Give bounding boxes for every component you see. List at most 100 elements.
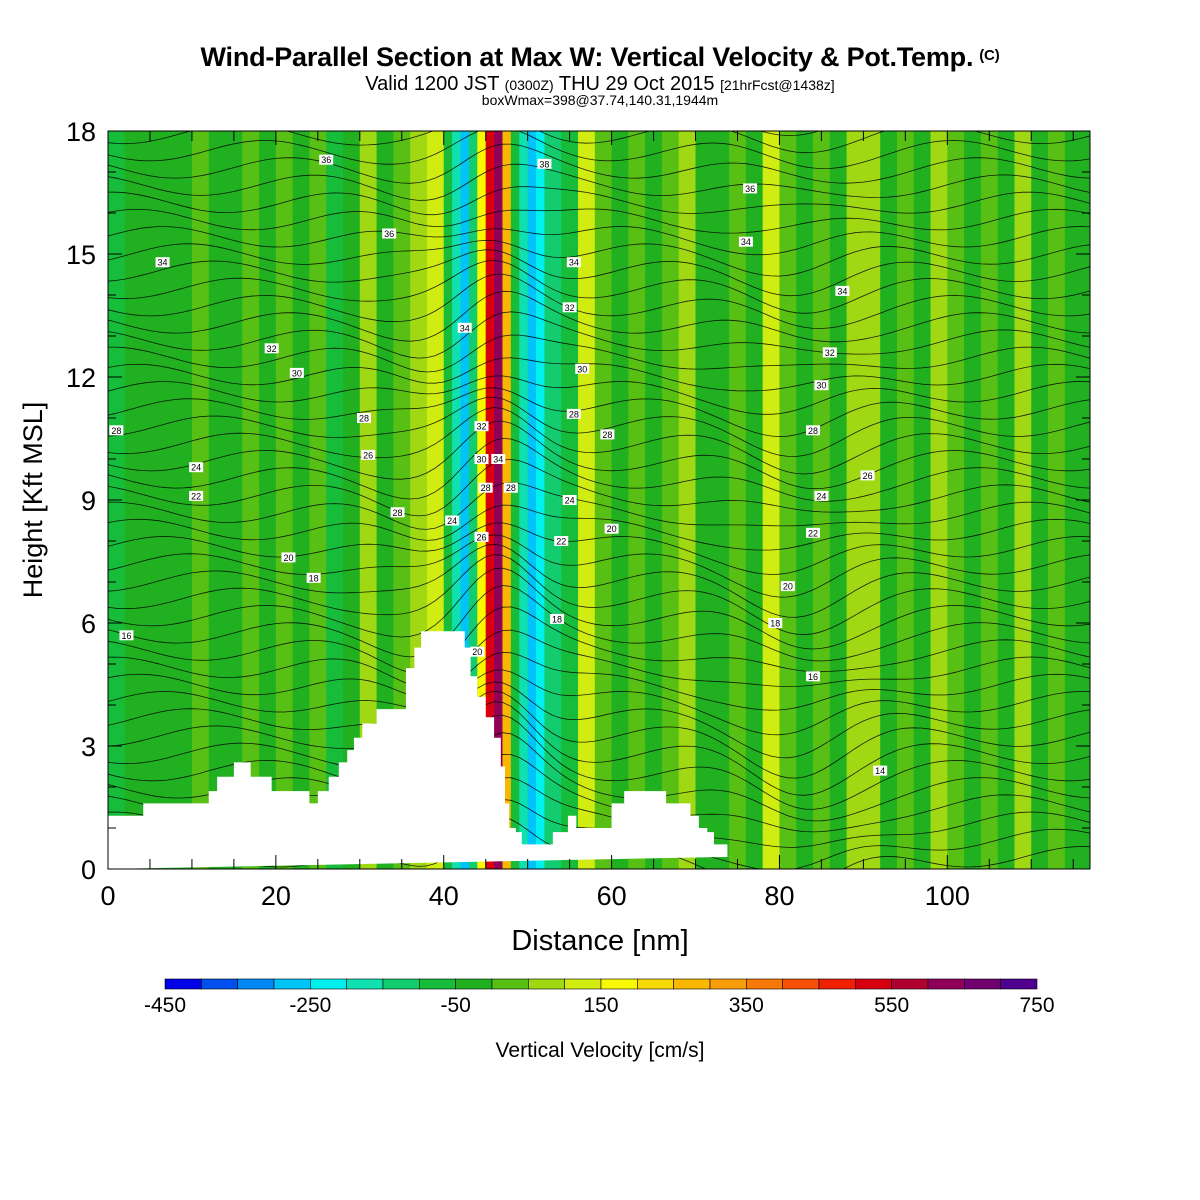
colorbar-swatch [310,978,347,990]
velocity-column [536,131,545,869]
colorbar-tick-label: 750 [1019,994,1054,1017]
isentrope-label: 16 [121,631,131,641]
isentrope-label: 30 [292,368,302,378]
isentrope-label-bg [281,552,296,563]
isentrope-label: 18 [552,614,562,624]
isentrope-line [759,131,821,137]
colorbar-label: Vertical Velocity [cm/s] [496,1039,705,1062]
isentrope-line [108,396,1090,457]
colorbar-swatch [564,978,602,990]
colorbar-swatch [346,978,384,990]
isentrope-line [108,249,1090,297]
isentrope-line [108,334,1090,373]
isentrope-label: 20 [783,582,793,592]
velocity-column [460,131,470,869]
velocity-column [678,131,697,869]
colorbar-swatch [855,978,892,990]
velocity-column [519,131,529,869]
isentrope-line [108,651,1090,711]
isentrope-label-bg [319,154,334,165]
isentrope-line [108,669,1090,736]
colorbar-tick-label: 550 [874,994,909,1017]
isentrope-label: 32 [476,422,486,432]
isentrope-line [108,72,1090,98]
velocity-column [997,131,1015,869]
chart-title: Wind-Parallel Section at Max W: Vertical… [0,42,1200,73]
isentrope-label-bg [109,425,124,436]
isentrope-label-bg [743,183,758,194]
isentrope-line [108,226,1090,256]
velocity-column [964,131,982,869]
velocity-column [124,131,143,869]
isentrope-label: 28 [359,414,369,424]
colorbar-tick-label: 350 [729,994,764,1017]
colorbar-swatch [927,978,965,990]
isentrope-label: 28 [506,483,516,493]
isentrope-label: 18 [770,619,780,629]
valid-time-line: Valid 1200 JST (0300Z) THU 29 Oct 2015 [… [0,73,1200,96]
colorbar-swatch [600,978,638,990]
isentrope-label: 28 [111,426,121,436]
velocity-column [225,131,243,869]
isentrope-line [108,534,1090,598]
isentrope-label-bg [814,490,829,501]
isentrope-label-bg [474,531,489,542]
velocity-column [947,131,965,869]
isentrope-label: 28 [808,426,818,436]
isentrope-label: 36 [384,229,394,239]
isentrope-line [108,311,1090,359]
isentrope-line [108,681,1090,759]
isentrope-label-bg [738,236,753,247]
isentrope-label: 14 [875,766,885,776]
velocity-column [712,131,730,869]
isentrope-label: 24 [565,496,575,506]
isentrope-label-bg [474,421,489,432]
velocity-column [628,131,646,869]
isentrope-label: 26 [363,450,373,460]
isentrope-line [108,208,1090,234]
velocity-column [175,131,193,869]
isentrope-label: 30 [816,381,826,391]
isentrope-label-bg [814,380,829,391]
isentrope-label-bg [806,671,821,682]
y-tick-label: 18 [66,117,96,147]
terrain-mask [108,631,735,869]
isentrope-line [108,629,1090,688]
isentrope-label: 28 [393,508,403,518]
isentrope-label-bg [119,630,134,641]
velocity-column [1014,131,1032,869]
isentrope-label: 28 [569,409,579,419]
isentrope-label: 30 [476,455,486,465]
isentrope-label-bg [390,507,405,518]
isentrope-label: 26 [476,532,486,542]
isentrope-label-bg [575,363,590,374]
colorbar-tick-label: -250 [289,994,331,1017]
velocity-column [259,131,277,869]
x-tick-label: 20 [261,881,291,911]
x-tick-label: 100 [925,881,970,911]
colorbar-swatch [964,978,1001,990]
velocity-column [695,131,713,869]
isentrope-line [108,567,1090,650]
isentrope-label-bg [768,618,783,628]
colorbar-swatch [528,978,565,990]
velocity-column [359,131,378,869]
isentrope-label: 20 [283,553,293,563]
isentrope-label: 24 [447,516,457,526]
isentrope-label-bg [189,462,204,473]
isentrope-label-bg [806,425,821,436]
x-tick-label: 40 [429,881,459,911]
colorbar-swatch [891,978,929,990]
isentrope-label: 36 [745,184,755,194]
valid-zulu: (0300Z) [504,77,554,93]
velocity-column [762,131,780,869]
isentrope-line [108,543,1090,618]
isentrope-label-bg [356,413,371,423]
isentrope-line [108,186,1090,216]
colorbar-swatch [746,978,783,990]
isentrope-label: 20 [472,647,482,657]
velocity-column [544,131,562,869]
isentrope-label-bg [382,228,397,239]
velocity-column [1031,131,1049,869]
velocity-column [485,131,495,869]
